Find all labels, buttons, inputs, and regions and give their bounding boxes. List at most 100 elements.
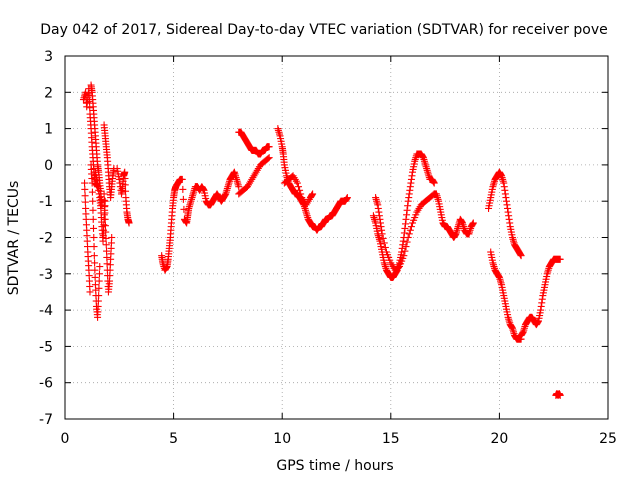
data-point <box>293 179 301 187</box>
data-point <box>556 391 564 399</box>
data-point <box>101 203 109 211</box>
data-point <box>91 259 99 267</box>
data-point <box>101 209 109 217</box>
x-tick-label: 15 <box>382 431 400 447</box>
data-point <box>265 154 273 162</box>
data-point <box>102 234 110 242</box>
data-series <box>100 190 116 296</box>
data-point <box>108 234 116 241</box>
data-point <box>403 238 411 246</box>
y-tick-label: -3 <box>39 267 53 283</box>
data-point <box>100 196 108 204</box>
data-series <box>485 168 525 260</box>
y-tick-label: -1 <box>39 194 53 210</box>
y-tick-label: -5 <box>39 339 53 355</box>
data-point <box>380 239 388 247</box>
data-point <box>103 260 111 268</box>
data-point <box>430 179 438 187</box>
grid-lines <box>65 56 608 419</box>
data-point <box>179 185 187 193</box>
x-tick-label: 0 <box>61 431 70 447</box>
data-point <box>121 168 129 176</box>
data-point <box>102 228 110 236</box>
data-point <box>121 175 129 183</box>
data-series <box>100 121 118 202</box>
data-point <box>89 206 97 214</box>
x-tick-label: 10 <box>273 431 291 447</box>
data-point <box>81 179 89 187</box>
data-point <box>91 266 99 274</box>
data-series <box>487 248 525 343</box>
data-point <box>404 234 412 241</box>
x-axis: 0 5 10 15 20 25 <box>61 56 617 447</box>
data-series <box>87 81 106 209</box>
x-tick-label: 5 <box>169 431 178 447</box>
data-point <box>407 223 415 231</box>
data-point <box>95 277 103 285</box>
data-point <box>102 241 110 249</box>
plot-frame <box>64 55 609 420</box>
y-tick-label: -7 <box>39 412 53 428</box>
data-point <box>91 273 99 281</box>
data-series <box>87 161 104 321</box>
data-point <box>86 104 94 112</box>
data-point <box>235 183 243 191</box>
data-point <box>86 288 94 296</box>
data-point <box>95 292 103 300</box>
x-tick-label: 20 <box>490 431 508 447</box>
y-axis: -7 -6 -5 -4 -3 -2 -1 0 1 2 3 <box>39 49 608 428</box>
data-series <box>517 255 564 340</box>
data-point <box>90 224 98 232</box>
x-axis-label: GPS time / hours <box>276 458 393 474</box>
data-point <box>405 230 413 238</box>
data-series <box>235 154 273 198</box>
data-point <box>90 234 98 241</box>
data-points <box>79 81 564 399</box>
data-point <box>81 192 89 200</box>
data-point <box>401 247 409 255</box>
data-point <box>101 222 109 230</box>
data-point <box>95 270 103 278</box>
y-tick-label: -2 <box>39 231 53 247</box>
data-point <box>89 215 97 223</box>
data-point <box>81 198 89 206</box>
data-point <box>402 243 410 251</box>
data-point <box>96 263 104 271</box>
y-tick-label: 0 <box>44 158 53 174</box>
data-point <box>343 194 351 202</box>
data-point <box>297 190 305 198</box>
data-point <box>265 143 273 151</box>
data-point <box>556 255 564 263</box>
data-series <box>430 190 477 241</box>
data-series <box>372 190 438 274</box>
data-series <box>280 172 317 209</box>
data-point <box>100 190 108 198</box>
data-point <box>90 243 98 251</box>
data-point <box>178 175 186 183</box>
data-point <box>400 252 408 260</box>
y-axis-label: SDTVAR / TECUs <box>6 181 22 296</box>
data-point <box>89 197 97 205</box>
data-series <box>235 128 273 158</box>
data-point <box>103 253 111 261</box>
y-tick-label: -4 <box>39 303 53 319</box>
data-point <box>296 186 304 194</box>
chart-title: Day 042 of 2017, Sidereal Day-to-day VTE… <box>40 22 608 38</box>
data-point <box>101 215 109 223</box>
data-series <box>158 168 243 274</box>
data-point <box>121 181 129 189</box>
data-point <box>103 247 111 255</box>
data-point <box>179 195 187 203</box>
data-point <box>309 190 317 198</box>
y-tick-label: 2 <box>44 85 53 101</box>
data-point <box>264 155 272 163</box>
data-point <box>81 185 89 193</box>
data-point <box>394 263 402 271</box>
data-point <box>95 284 103 292</box>
data-point <box>125 219 133 227</box>
y-tick-label: 3 <box>44 49 53 65</box>
data-point <box>90 252 98 260</box>
data-point <box>378 230 386 238</box>
data-point <box>294 183 302 191</box>
